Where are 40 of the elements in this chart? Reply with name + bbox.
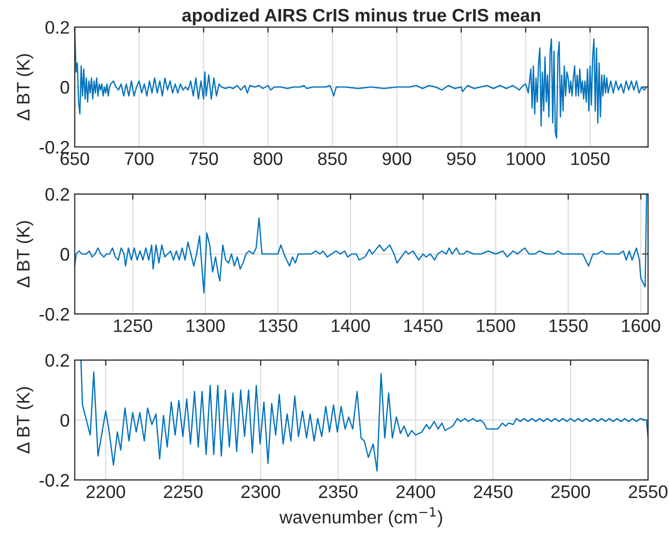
x-tick-label: 900	[382, 152, 412, 166]
y-tick-label: 0.2	[45, 20, 69, 34]
x-tick-label: 1450	[404, 319, 442, 332]
x-tick-label: 1550	[550, 319, 588, 332]
line-series	[80, 360, 648, 472]
y-tick-label: 0.2	[45, 188, 69, 201]
x-tick-label: 1400	[332, 319, 370, 332]
x-tick-label: 2500	[551, 485, 590, 498]
x-tick-label: 800	[254, 152, 282, 166]
x-tick-label: 2200	[86, 485, 126, 498]
y-tick-label: 0	[60, 248, 70, 261]
x-tick-label: 850	[318, 152, 347, 166]
y-axis-title: Δ BT (K)	[16, 221, 34, 288]
x-tick-label: 2450	[474, 485, 512, 498]
x-tick-label: 2300	[242, 485, 280, 498]
x-tick-label: 1350	[259, 319, 298, 332]
y-tick-label: -0.2	[40, 140, 69, 154]
x-tick-label: 2350	[318, 485, 358, 498]
y-axis-title: Δ BT (K)	[16, 387, 34, 454]
y-tick-label: -0.2	[40, 308, 69, 321]
x-tick-label: 700	[125, 152, 154, 166]
x-tick-label: 2250	[164, 485, 203, 498]
y-tick-label: -0.2	[40, 474, 69, 487]
x-axis-title: wavenumber (cm$^{−1}$)	[279, 507, 442, 528]
x-tick-label: 1000	[506, 152, 546, 166]
x-tick-label: 1500	[476, 319, 516, 332]
chart-title: apodized AIRS CrIS minus true CrIS mean	[182, 8, 540, 26]
x-tick-label: 1050	[571, 152, 610, 166]
y-axis-title: Δ BT (K)	[16, 54, 34, 120]
x-tick-label: 650	[60, 152, 90, 166]
x-tick-label: 1600	[622, 319, 660, 332]
y-tick-label: 0	[60, 80, 70, 94]
x-tick-label: 1250	[114, 319, 152, 332]
x-tick-label: 2550	[628, 485, 668, 498]
x-tick-label: 1300	[186, 319, 225, 332]
y-tick-label: 0	[60, 414, 70, 427]
x-tick-label: 2400	[396, 485, 436, 498]
x-tick-label: 750	[189, 152, 218, 166]
y-tick-label: 0.2	[45, 354, 69, 367]
x-tick-label: 950	[447, 152, 476, 166]
